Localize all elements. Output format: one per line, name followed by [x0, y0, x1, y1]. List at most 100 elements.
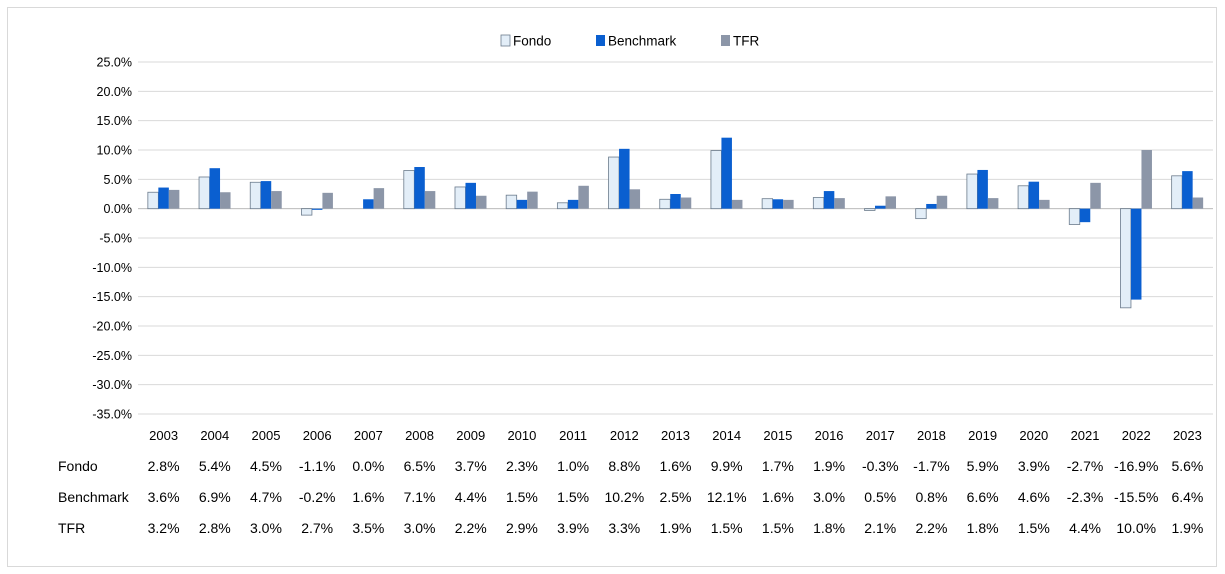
fondo-bar [915, 208, 927, 220]
table-cell: 0.8% [915, 489, 947, 505]
table-cell: 3.2% [148, 520, 180, 536]
x-tick-label: 2011 [559, 428, 587, 443]
fondo-bar [1017, 185, 1029, 210]
x-tick-label: 2018 [917, 428, 946, 443]
x-tick-label: 2009 [456, 428, 485, 443]
table-cell: -0.3% [862, 458, 899, 474]
table-row-label: Benchmark [58, 489, 130, 505]
table-cell: 3.9% [1018, 458, 1050, 474]
table-cell: 1.6% [762, 489, 794, 505]
benchmark-bar [209, 168, 221, 209]
legend-swatch-fondo [500, 34, 511, 47]
y-tick-label: -35.0% [92, 408, 132, 422]
benchmark-bar [311, 208, 323, 210]
fondo-bar [812, 197, 825, 210]
fondo-bar [301, 208, 313, 216]
tfr-bar [1141, 150, 1152, 209]
fondo-bar [761, 198, 774, 210]
table-cell: 3.6% [148, 489, 180, 505]
benchmark-bar [414, 167, 425, 209]
y-tick-label: -15.0% [92, 290, 132, 304]
table-cell: 2.1% [864, 520, 896, 536]
benchmark-bar [465, 182, 476, 209]
bars [147, 137, 1204, 309]
fondo-bar [198, 176, 210, 210]
benchmark-bar [1182, 171, 1193, 209]
legend-label: Fondo [513, 34, 551, 49]
gridlines [138, 61, 1213, 415]
table-row-label: TFR [58, 520, 85, 536]
table-cell: 3.0% [813, 489, 845, 505]
fondo-bar [556, 202, 569, 210]
y-axis: 25.0% 20.0% 15.0% 10.0% 5.0% 0.0% -5.0% -10.0% -… [92, 56, 132, 422]
legend-swatch-tfr [721, 35, 730, 46]
table-cell: -16.9% [1114, 458, 1158, 474]
tfr-bar [220, 192, 231, 209]
benchmark-bar [516, 199, 528, 209]
table-cell: -0.2% [299, 489, 336, 505]
x-tick-label: 2003 [149, 428, 178, 443]
y-tick-label: -10.0% [92, 261, 132, 275]
table-cell: 10.0% [1116, 520, 1156, 536]
y-tick-label: -5.0% [99, 232, 132, 246]
table-cell: 0.0% [352, 458, 384, 474]
tfr-bar [424, 191, 436, 209]
table-cell: 2.8% [199, 520, 231, 536]
x-tick-label: 2006 [303, 428, 332, 443]
x-tick-label: 2015 [763, 428, 792, 443]
tfr-bar [373, 188, 385, 209]
x-tick-label: 2019 [968, 428, 997, 443]
table-cell: 1.5% [506, 489, 538, 505]
table-cell: 4.4% [1069, 520, 1101, 536]
table-cell: 7.1% [404, 489, 436, 505]
table-cell: 4.5% [250, 458, 282, 474]
table-cell: 4.7% [250, 489, 282, 505]
table-cell: 3.0% [250, 520, 282, 536]
benchmark-bar [1028, 181, 1040, 209]
table-cell: 1.5% [557, 489, 589, 505]
fondo-bar [1068, 208, 1081, 225]
benchmark-bar [158, 187, 169, 209]
y-tick-label: 0.0% [104, 202, 133, 216]
table-cell: 1.9% [660, 520, 692, 536]
tfr-bar [322, 192, 333, 209]
table-cell: -1.7% [913, 458, 950, 474]
table-cell: 1.8% [967, 520, 999, 536]
table-cell: 2.2% [455, 520, 487, 536]
benchmark-bar [721, 137, 732, 209]
legend-swatch-benchmark [596, 35, 605, 46]
table-cell: 3.5% [352, 520, 384, 536]
benchmark-bar [772, 199, 784, 209]
fondo-bar [505, 194, 518, 210]
table-cell: 1.0% [557, 458, 589, 474]
fondo-bar [710, 150, 722, 210]
x-tick-label: 2021 [1071, 428, 1100, 443]
table-cell: 3.0% [404, 520, 436, 536]
table-cell: 6.4% [1171, 489, 1203, 505]
y-tick-label: -25.0% [92, 349, 132, 363]
benchmark-bar [260, 181, 272, 209]
benchmark-bar [567, 199, 579, 209]
table-cell: -1.1% [299, 458, 336, 474]
x-tick-label: 2023 [1173, 428, 1202, 443]
x-tick-label: 2008 [405, 428, 434, 443]
tfr-bar [527, 191, 538, 209]
data-table: Fondo 2.8% 5.4% 4.5% -1.1% 0.0% 6.5% 3.7% 2.3% 1.… [58, 458, 1203, 536]
table-cell: 1.6% [660, 458, 692, 474]
table-cell: 5.9% [967, 458, 999, 474]
x-tick-label: 2014 [712, 428, 741, 443]
table-cell: 1.6% [352, 489, 384, 505]
benchmark-bar [926, 203, 937, 209]
benchmark-bar [1079, 208, 1091, 223]
fondo-bar [659, 198, 671, 210]
tfr-bar [1192, 197, 1204, 209]
table-cell: 1.5% [762, 520, 794, 536]
fondo-bar [454, 186, 466, 210]
table-cell: 2.3% [506, 458, 538, 474]
tfr-bar [731, 199, 743, 209]
x-axis: 2003 2004 2005 2006 2007 2008 2009 2010 2011 2012… [149, 428, 1202, 443]
table-cell: -2.7% [1067, 458, 1104, 474]
bar-chart: 25.0% 20.0% 15.0% 10.0% 5.0% 0.0% -5.0% -10.0% -… [58, 34, 1213, 536]
x-tick-label: 2010 [507, 428, 536, 443]
y-tick-label: 5.0% [104, 173, 133, 187]
